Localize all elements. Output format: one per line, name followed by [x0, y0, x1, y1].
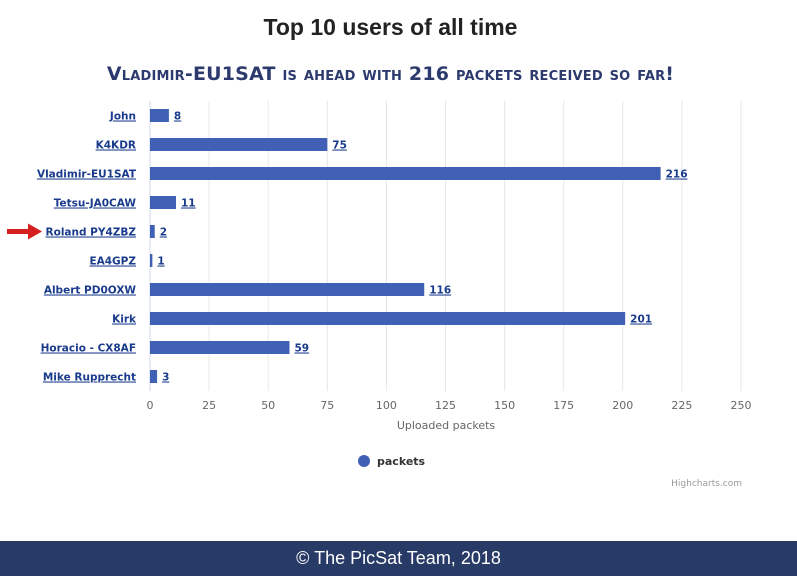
- bar[interactable]: [150, 109, 169, 122]
- x-tick-label: 200: [612, 399, 633, 412]
- data-label[interactable]: 1: [157, 256, 164, 268]
- x-tick-label: 75: [320, 399, 334, 412]
- category-label[interactable]: Kirk: [112, 314, 137, 326]
- data-label[interactable]: 11: [181, 198, 196, 210]
- bar[interactable]: [150, 341, 290, 354]
- x-tick-label: 175: [553, 399, 574, 412]
- bar[interactable]: [150, 312, 626, 325]
- category-label[interactable]: Vladimir-EU1SAT: [37, 169, 137, 181]
- data-label[interactable]: 116: [429, 285, 451, 297]
- bar[interactable]: [150, 254, 153, 267]
- credits-link[interactable]: Highcharts.com: [671, 479, 742, 489]
- data-label[interactable]: 216: [666, 169, 688, 181]
- bar-chart: 8 John 75 K4KDR 216 Vladimir-EU1SAT 11 Tetsu-JA…: [7, 101, 752, 489]
- category-label[interactable]: Mike Rupprecht: [43, 372, 136, 384]
- category-label[interactable]: John: [109, 111, 136, 123]
- x-tick-label: 250: [731, 399, 752, 412]
- bar[interactable]: [150, 138, 328, 151]
- category-label[interactable]: EA4GPZ: [89, 256, 136, 268]
- data-label[interactable]: 201: [630, 314, 652, 326]
- x-axis-title: Uploaded packets: [397, 419, 496, 432]
- category-label[interactable]: Tetsu-JA0CAW: [54, 198, 137, 210]
- bar[interactable]: [150, 283, 425, 296]
- category-label[interactable]: Albert PD0OXW: [44, 285, 137, 297]
- bar[interactable]: [150, 370, 158, 383]
- category-label[interactable]: K4KDR: [96, 140, 136, 152]
- x-tick-label: 25: [202, 399, 216, 412]
- data-label[interactable]: 59: [294, 343, 309, 355]
- legend-marker-icon: [358, 455, 370, 467]
- x-tick-label: 225: [671, 399, 692, 412]
- legend-label: packets: [377, 455, 426, 468]
- data-label[interactable]: 3: [162, 372, 169, 384]
- legend[interactable]: packets: [358, 455, 426, 468]
- data-label[interactable]: 2: [160, 227, 167, 239]
- bar[interactable]: [150, 196, 177, 209]
- x-tick-label: 150: [494, 399, 515, 412]
- data-label[interactable]: 75: [332, 140, 347, 152]
- data-label[interactable]: 8: [174, 111, 181, 123]
- highlight-arrow-icon: [7, 223, 42, 240]
- x-tick-label: 100: [376, 399, 397, 412]
- bar[interactable]: [150, 167, 661, 180]
- category-label[interactable]: Roland PY4ZBZ: [46, 227, 137, 239]
- page-subtitle: Vladimir-EU1SAT is ahead with 216 packet…: [106, 63, 675, 85]
- x-tick-label: 125: [435, 399, 456, 412]
- footer: © The PicSat Team, 2018: [0, 541, 797, 576]
- category-label[interactable]: Horacio - CX8AF: [41, 343, 136, 355]
- x-tick-label: 50: [261, 399, 275, 412]
- x-tick-label: 0: [147, 399, 154, 412]
- page-title: Top 10 users of all time: [263, 14, 518, 40]
- bar[interactable]: [150, 225, 155, 238]
